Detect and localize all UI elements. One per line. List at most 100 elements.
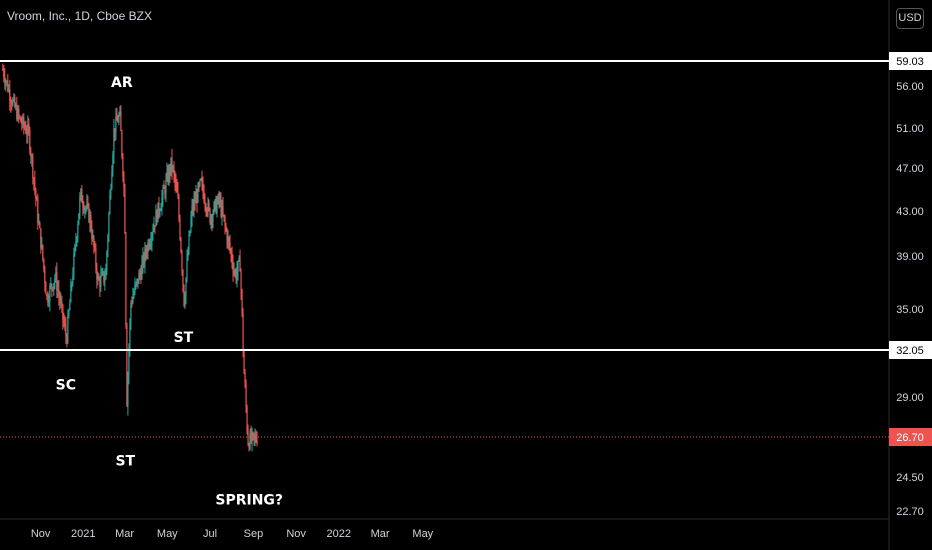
- candle-body: [199, 179, 201, 185]
- time-axis: Nov 2021 Mar May Jul Sep Nov 2022 Mar May: [31, 528, 434, 540]
- candle-body: [77, 224, 79, 238]
- candle-body: [131, 302, 133, 304]
- candle-body: [162, 187, 164, 198]
- candle-body: [113, 128, 115, 155]
- candle-body: [47, 295, 49, 303]
- candle-body: [98, 277, 100, 280]
- candle-body: [142, 254, 144, 264]
- candle-body: [164, 188, 166, 195]
- candle-body: [12, 99, 14, 106]
- candle-body: [138, 273, 140, 284]
- candle-body: [143, 254, 145, 264]
- candle-body: [100, 275, 102, 288]
- candle-body: [218, 195, 220, 201]
- candle-body: [133, 292, 135, 297]
- candle-body: [118, 115, 120, 123]
- currency-button[interactable]: USD: [896, 8, 924, 29]
- candle-body: [174, 173, 176, 183]
- candle-body: [167, 171, 169, 182]
- candle-body: [44, 268, 46, 283]
- candle-body: [135, 282, 137, 285]
- candle-body: [159, 210, 161, 213]
- candle-body: [180, 238, 182, 253]
- candle-body: [57, 290, 59, 292]
- candle-body: [28, 124, 30, 130]
- candle-body: [62, 304, 64, 320]
- candle-body: [58, 290, 60, 297]
- candle-body: [146, 252, 148, 254]
- candle-body: [253, 433, 255, 437]
- candle-body: [136, 278, 138, 283]
- candle-body: [129, 321, 131, 349]
- candle-body: [119, 111, 121, 116]
- y-tick-label: 29.00: [896, 392, 924, 404]
- x-tick-label: Mar: [115, 528, 134, 540]
- candle-body: [238, 257, 240, 261]
- candle-body: [141, 263, 143, 280]
- candle-body: [38, 222, 40, 224]
- candle-body: [2, 69, 4, 71]
- candle-body: [79, 196, 81, 214]
- candle-body: [228, 237, 230, 243]
- candle-body: [90, 215, 92, 230]
- candle-body: [27, 124, 29, 134]
- candle-body: [107, 236, 109, 252]
- y-tick-label: 35.00: [896, 304, 924, 316]
- candle-body: [223, 214, 225, 219]
- candle-body: [33, 178, 35, 180]
- candle-body: [201, 179, 203, 183]
- candle-body: [209, 208, 211, 223]
- candle-body: [91, 229, 93, 239]
- candle-body: [210, 216, 212, 223]
- candle-body: [188, 235, 190, 253]
- candle-body: [85, 207, 87, 209]
- candle-body: [117, 120, 119, 123]
- candle-body: [128, 348, 130, 375]
- candle-body: [53, 283, 55, 290]
- candle-body: [158, 202, 160, 213]
- candle-body: [207, 202, 209, 213]
- candle-body: [109, 194, 111, 214]
- candle-body: [29, 129, 31, 152]
- x-tick-label: May: [157, 528, 178, 540]
- candle-body: [230, 249, 232, 254]
- candle-body: [10, 101, 12, 104]
- candle-body: [66, 336, 68, 343]
- candle-body: [176, 185, 178, 193]
- candle-body: [86, 203, 88, 208]
- candle-body: [34, 179, 36, 190]
- candle-body: [189, 231, 191, 236]
- candle-body: [42, 244, 44, 259]
- candle-body: [232, 262, 234, 272]
- candle-body: [145, 248, 147, 253]
- annotation-label: ST: [115, 454, 135, 470]
- candle-body: [40, 228, 42, 249]
- chart-title: Vroom, Inc., 1D, Cboe BZX: [7, 9, 152, 23]
- level-label-bg: [889, 52, 932, 70]
- candle-body: [252, 432, 254, 434]
- candle-body: [122, 155, 124, 177]
- candle-body: [151, 234, 153, 242]
- candle-body: [73, 253, 75, 276]
- annotation-label: SC: [56, 378, 76, 394]
- candle-body: [59, 296, 61, 303]
- candle-body: [110, 188, 112, 195]
- candle-body: [54, 278, 56, 284]
- candle-body: [4, 77, 6, 84]
- candle-body: [226, 230, 228, 242]
- candle-body: [241, 289, 243, 314]
- candle-body: [80, 189, 82, 197]
- candle-body: [168, 167, 170, 182]
- annotation-label: ST: [174, 330, 194, 346]
- candle-body: [46, 294, 48, 296]
- candle-body: [213, 203, 215, 214]
- candle-body: [212, 213, 214, 222]
- x-tick-label: Nov: [31, 528, 51, 540]
- candle-body: [147, 242, 149, 253]
- candle-body: [16, 105, 18, 120]
- candle-body: [163, 187, 165, 189]
- candle-body: [114, 128, 116, 132]
- candle-body: [249, 433, 251, 449]
- candle-body: [155, 210, 157, 227]
